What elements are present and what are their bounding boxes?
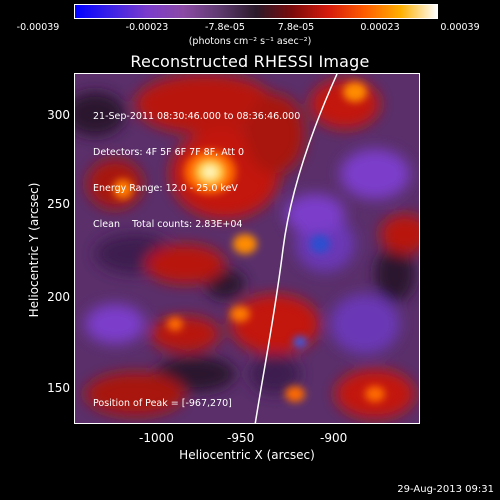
x-tick: -950 bbox=[227, 431, 255, 445]
colorbar-ticks: -0.00039 -0.00023 -7.8e-05 7.8e-05 0.000… bbox=[0, 22, 500, 36]
y-tick-labels: 300 250 200 150 bbox=[44, 0, 74, 500]
x-tick-labels: -1000 -950 -900 bbox=[0, 431, 500, 447]
info-peak: Position of Peak = [-967,270] bbox=[93, 398, 232, 409]
colorbar-tick: -0.00023 bbox=[125, 22, 169, 33]
image-plot: 21-Sep-2011 08:30:46.000 to 08:36:46.000… bbox=[74, 73, 420, 424]
colorbar-units: (photons cm⁻² s⁻¹ asec⁻²) bbox=[188, 36, 312, 47]
plot-title: Reconstructed RHESSI Image bbox=[130, 52, 370, 71]
rhessi-image bbox=[75, 74, 419, 423]
info-energy: Energy Range: 12.0 - 25.0 keV bbox=[93, 183, 238, 194]
colorbar-tick: 7.8e-05 bbox=[277, 22, 315, 33]
colorbar-tick: -7.8e-05 bbox=[205, 22, 245, 33]
x-tick: -900 bbox=[320, 431, 348, 445]
x-tick: -1000 bbox=[139, 431, 174, 445]
info-block: 21-Sep-2011 08:30:46.000 to 08:36:46.000… bbox=[93, 87, 300, 255]
colorbar-tick: 0.00023 bbox=[360, 22, 400, 33]
y-tick: 150 bbox=[47, 381, 70, 395]
x-axis-label: Heliocentric X (arcsec) bbox=[179, 448, 315, 462]
solar-limb-line bbox=[254, 74, 338, 423]
info-clean: Clean Total counts: 2.83E+04 bbox=[93, 219, 243, 230]
info-time: 21-Sep-2011 08:30:46.000 to 08:36:46.000 bbox=[93, 111, 301, 122]
y-tick: 200 bbox=[47, 290, 70, 304]
y-tick: 300 bbox=[47, 108, 70, 122]
colorbar-tick: -0.00039 bbox=[16, 22, 60, 33]
colorbar bbox=[74, 4, 438, 19]
footer-timestamp: 29-Aug-2013 09:31 bbox=[397, 484, 494, 495]
y-axis-label: Heliocentric Y (arcsec) bbox=[27, 182, 41, 318]
info-detectors: Detectors: 4F 5F 6F 7F 8F, Att 0 bbox=[93, 147, 245, 158]
colorbar-tick: 0.00039 bbox=[440, 22, 480, 33]
y-tick: 250 bbox=[47, 197, 70, 211]
